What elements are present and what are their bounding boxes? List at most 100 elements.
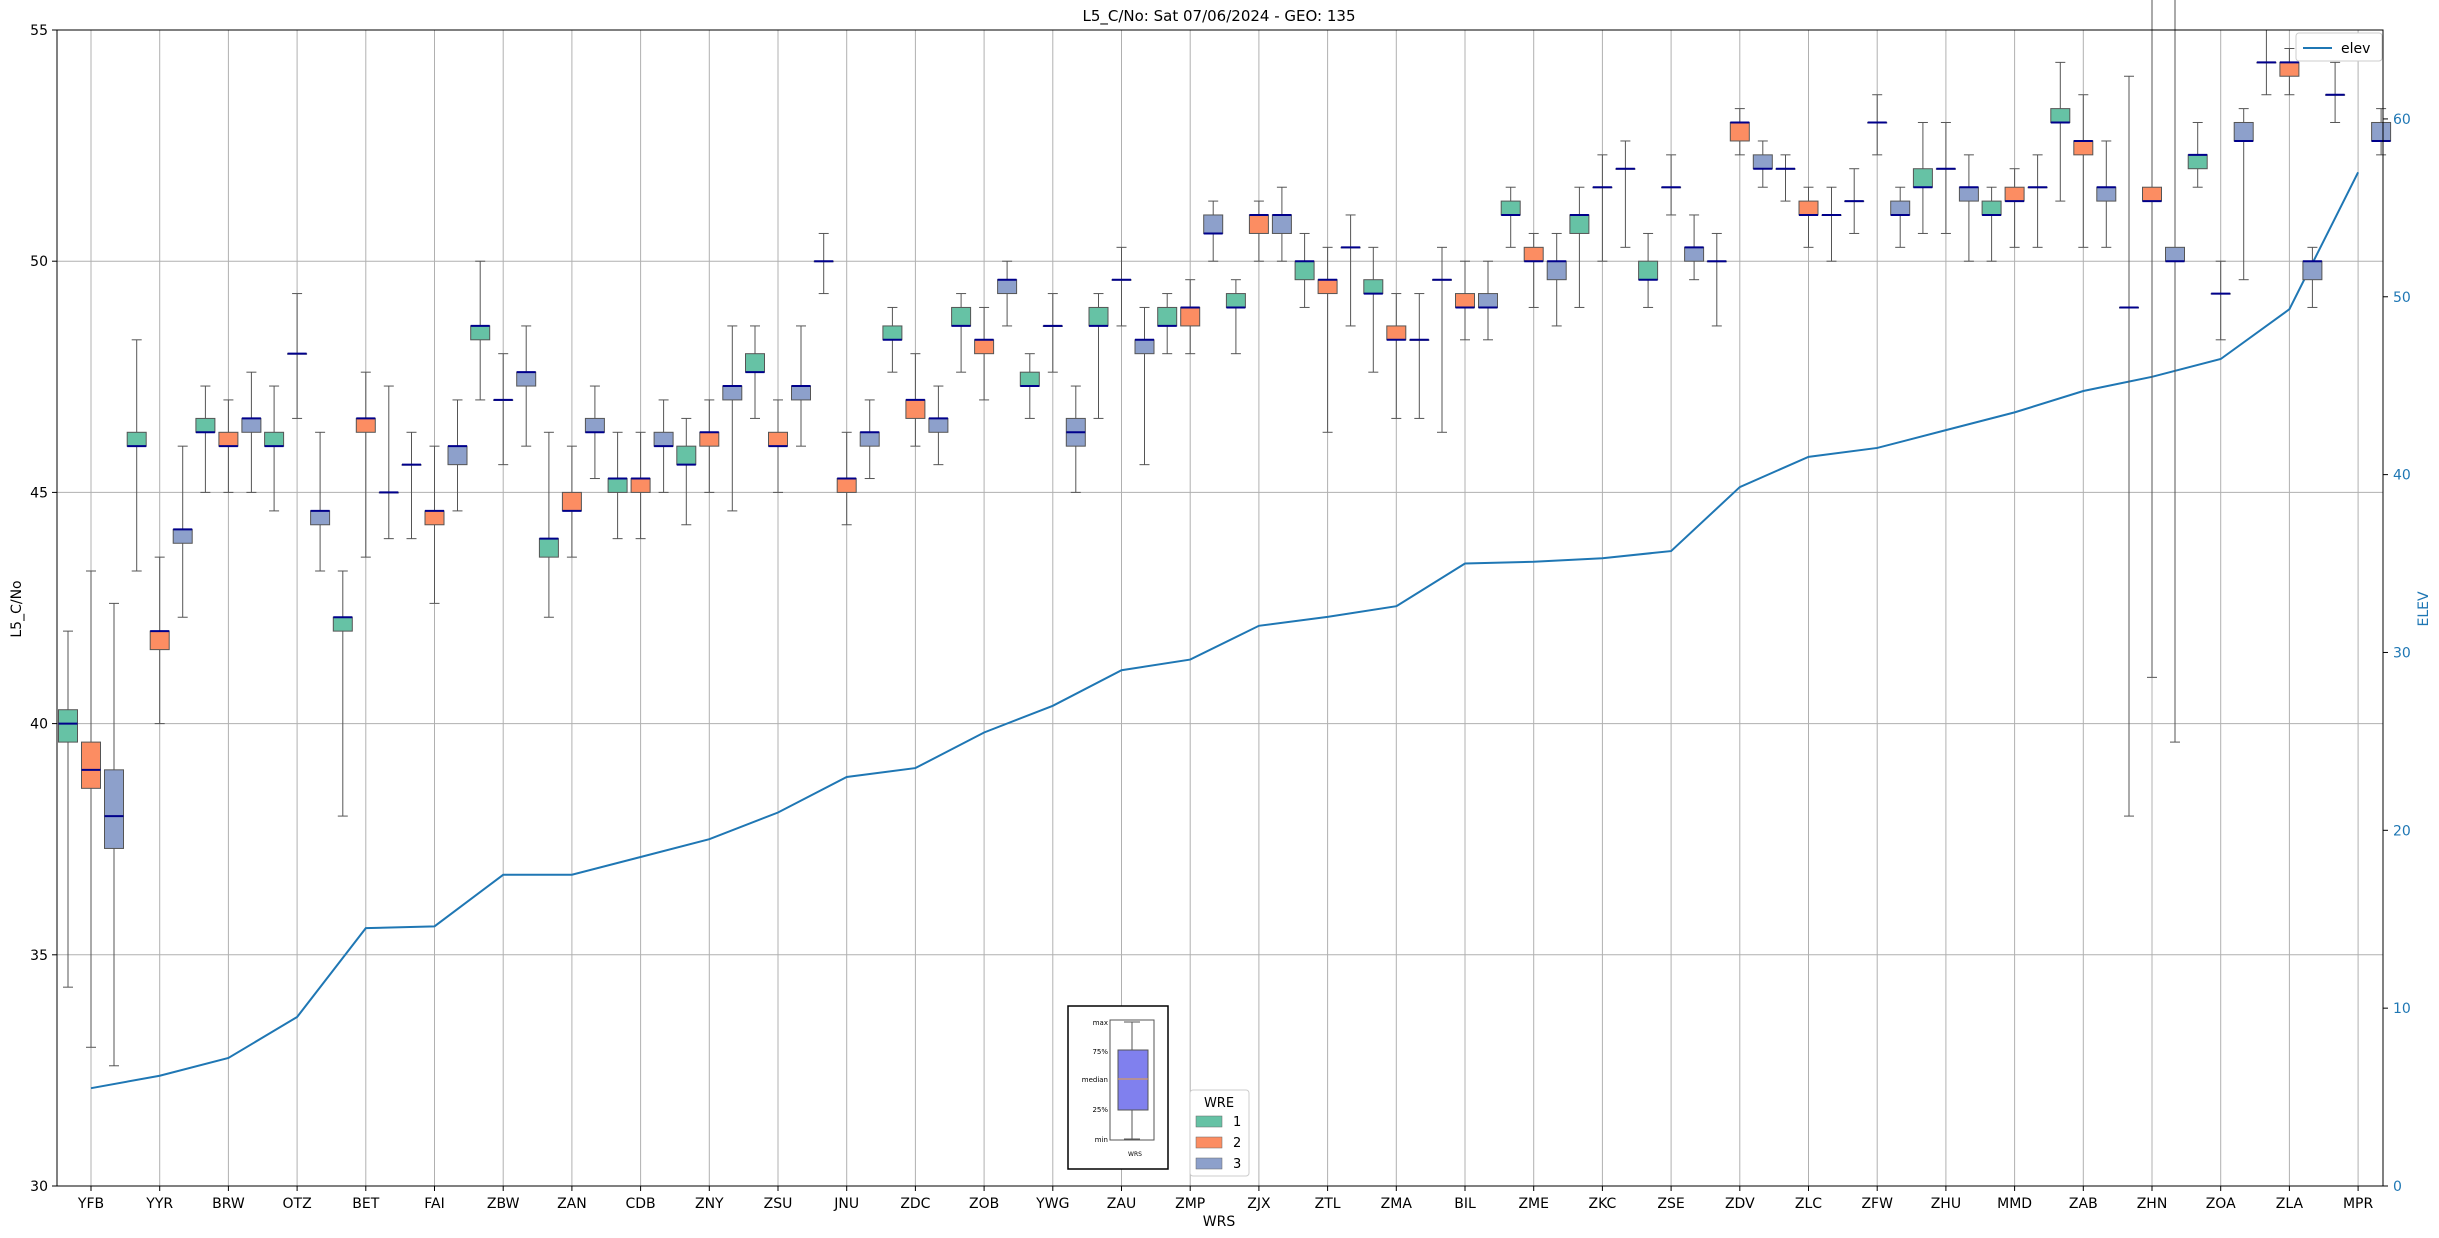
box-zkc-wre3 (1615, 140, 1636, 248)
box-body (2096, 186, 2117, 202)
x-tick-label: ZTL (1315, 1196, 1341, 1212)
box-body (2233, 121, 2254, 142)
box-zjx-wre3 (1271, 186, 1292, 262)
box-mmd-wre3 (2027, 154, 2048, 248)
x-tick-label: ZJX (1247, 1196, 1271, 1212)
wre-legend-frame (1189, 1089, 1250, 1177)
x-tick-label: OTZ (283, 1196, 312, 1212)
box-fai-wre2 (424, 445, 445, 604)
box-body (1134, 339, 1155, 355)
box-zoa-wre3 (2233, 108, 2254, 281)
box-bet-wre3 (378, 385, 399, 540)
box-yyr-wre2 (149, 556, 170, 725)
y2-tick-label: 60 (2393, 112, 2411, 128)
wre-legend-label-2: 2 (1233, 1136, 1241, 1151)
box-body (905, 399, 926, 419)
inset-xlabel: WRS (1128, 1151, 1142, 1158)
box-body (2279, 61, 2300, 77)
box-yfb-wre2 (81, 570, 101, 1048)
box-body (470, 325, 491, 341)
box-body (1180, 306, 1201, 327)
box-ywg-wre2 (1042, 293, 1063, 373)
x-tick-label: ZFW (1861, 1196, 1893, 1212)
x-tick-label: ZMP (1175, 1196, 1205, 1212)
box-body (2004, 186, 2025, 202)
box-zla-wre3 (2302, 246, 2323, 308)
box-body (1752, 154, 1773, 170)
box-zny-wre3 (722, 325, 743, 512)
inset-label-median: median (1082, 1076, 1108, 1084)
box-zan-wre1 (538, 431, 559, 618)
x-tick-label: CDB (626, 1196, 656, 1212)
box-zhn-wre1 (2119, 75, 2139, 817)
box-zbw-wre3 (516, 325, 537, 447)
x-tick-label: ZHN (2137, 1196, 2168, 1212)
box-zfw-wre1 (1844, 168, 1865, 234)
box-fai-wre1 (401, 431, 422, 540)
box-zmp-wre1 (1157, 293, 1178, 355)
y2-tick-label: 20 (2393, 823, 2411, 839)
box-body (218, 431, 239, 447)
box-zob-wre1 (951, 293, 972, 373)
x-tick-label: ZSU (764, 1196, 793, 1212)
x-tick-label: BET (352, 1196, 379, 1212)
box-body (1546, 260, 1567, 281)
box-body (791, 385, 811, 401)
box-body (58, 709, 78, 743)
box-otz-wre1 (264, 385, 285, 512)
box-bil-wre3 (1478, 260, 1498, 341)
y-tick-label: 30 (30, 1179, 48, 1195)
box-zhn-wre3 (2165, 0, 2185, 743)
inset-label-75: 75% (1092, 1048, 1108, 1056)
box-jnu-wre3 (859, 399, 880, 480)
box-body (1569, 214, 1590, 234)
box-body (1088, 306, 1109, 327)
elev-line (90, 171, 2359, 1090)
box-bet-wre1 (332, 570, 353, 817)
chart-title: L5_C/No: Sat 07/06/2024 - GEO: 135 (1082, 7, 1355, 26)
box-body (974, 339, 995, 355)
box-body (1500, 200, 1521, 216)
box-zbw-wre1 (470, 260, 491, 401)
box-body (2165, 246, 2185, 262)
box-zob-wre3 (997, 260, 1018, 327)
box-zdc-wre1 (882, 306, 903, 373)
box-zlc-wre3 (1821, 186, 1842, 262)
box-yfb-wre1 (58, 630, 78, 988)
box-zsu-wre2 (768, 399, 788, 493)
x-tick-label: MPR (2343, 1196, 2374, 1212)
box-brw-wre3 (241, 371, 262, 493)
box-body (859, 431, 880, 447)
box-body (126, 431, 147, 447)
y-tick-label: 55 (30, 23, 48, 39)
box-body (1157, 306, 1178, 327)
box-ywg-wre3 (1065, 385, 1086, 493)
box-body (1729, 121, 1750, 142)
box-bil-wre2 (1455, 260, 1475, 341)
box-zhu-wre3 (1958, 154, 1979, 262)
box-body (2073, 140, 2094, 156)
x-tick-label: YFB (77, 1196, 104, 1212)
box-brw-wre1 (195, 385, 216, 493)
box-brw-wre2 (218, 399, 239, 493)
box-zdv-wre1 (1706, 232, 1727, 327)
inset-box (1117, 1049, 1149, 1111)
wre-legend-swatch-3 (1195, 1157, 1223, 1170)
box-zdv-wre3 (1752, 140, 1773, 188)
box-body (264, 431, 285, 447)
box-body (1294, 260, 1315, 281)
box-ywg-wre1 (1019, 353, 1040, 419)
wre-legend-swatch-1 (1195, 1115, 1223, 1128)
box-body (424, 510, 445, 526)
inset-inner-frame (1109, 1019, 1155, 1141)
x-tick-label: ZLC (1795, 1196, 1822, 1212)
x-tick-label: ZME (1518, 1196, 1549, 1212)
box-body (1248, 214, 1269, 234)
box-zau-wre2 (1111, 246, 1132, 327)
wre-legend-label-3: 3 (1233, 1157, 1241, 1172)
x-tick-label: ZOB (969, 1196, 999, 1212)
box-zse-wre3 (1684, 214, 1705, 281)
x-tick-label: FAI (424, 1196, 444, 1212)
box-zla-wre2 (2279, 47, 2300, 96)
